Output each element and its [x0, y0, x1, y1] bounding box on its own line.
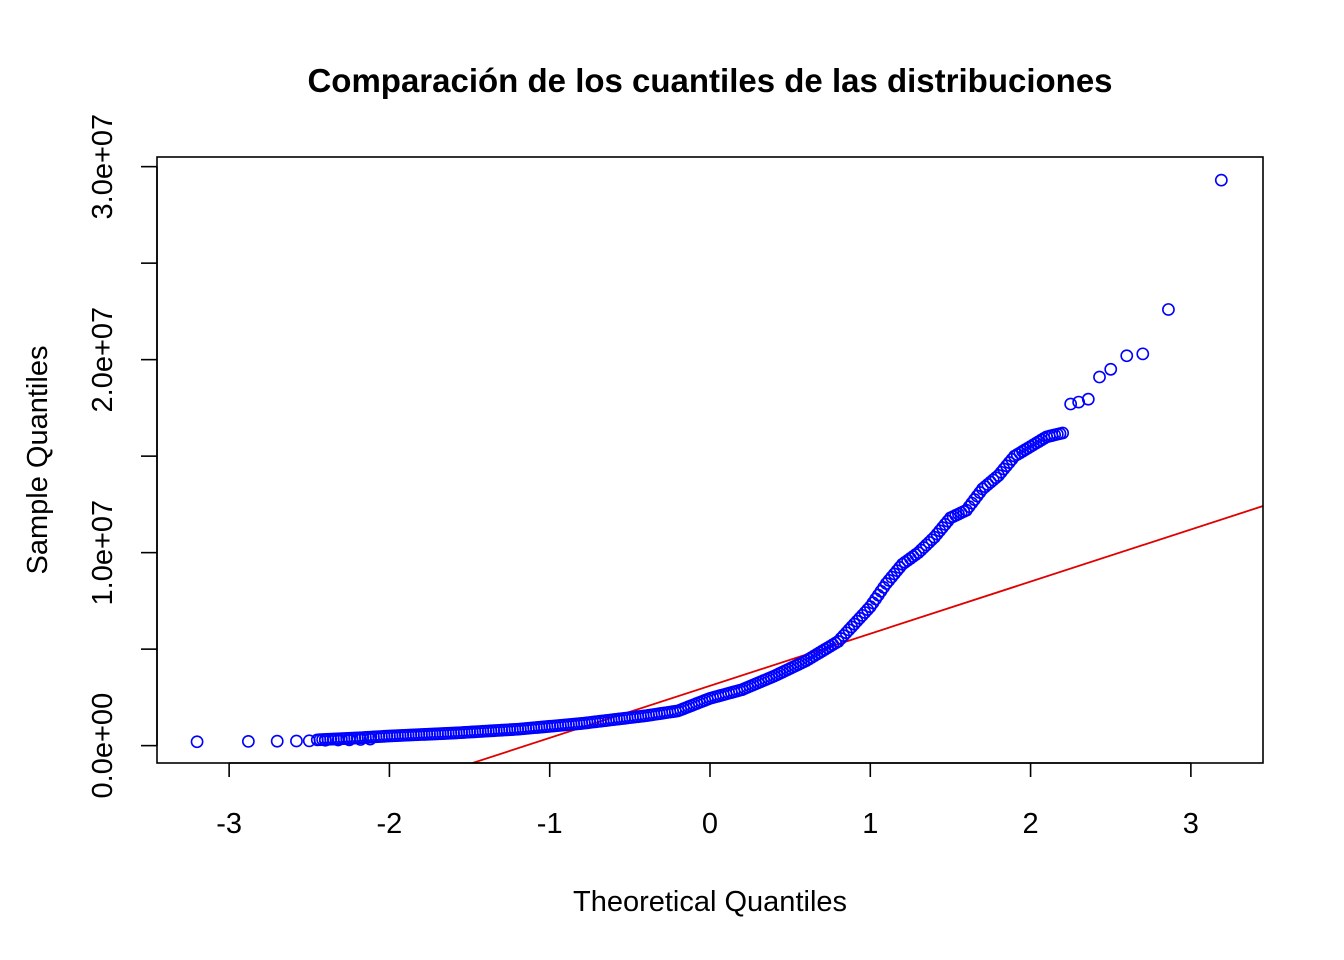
x-tick-label: 1 [862, 808, 878, 840]
data-point [1214, 173, 1228, 187]
y-tick-label: 3.0e+07 [87, 114, 119, 220]
data-point [1120, 349, 1134, 363]
data-point [270, 734, 284, 748]
data-point [190, 735, 204, 749]
data-point [1056, 426, 1070, 440]
data-point [290, 734, 303, 748]
y-tick-label: 2.0e+07 [87, 307, 119, 413]
data-point [1064, 397, 1078, 411]
data-point [354, 733, 367, 746]
plot-frame [156, 156, 1264, 764]
data-point [1162, 303, 1175, 316]
data-point [302, 734, 316, 748]
data-point [1136, 347, 1150, 361]
y-tick-label: 0.0e+00 [87, 693, 119, 799]
data-point [871, 588, 885, 602]
qq-reference-line [469, 505, 1263, 763]
y-axis: 0.0e+00 1.0e+07 2.0e+07 3.0e+07 [87, 114, 158, 799]
data-point [1081, 392, 1095, 406]
x-axis: -3 -2 -1 0 1 2 3 [216, 762, 1199, 840]
data-point [318, 733, 332, 747]
x-tick-label: 3 [1183, 808, 1199, 840]
x-axis-label: Theoretical Quantiles [573, 886, 847, 918]
chart-title: Comparación de los cuantiles de las dist… [307, 62, 1112, 99]
data-point [363, 732, 377, 746]
x-tick-label: -2 [377, 808, 403, 840]
x-tick-label: 0 [702, 808, 718, 840]
data-point [241, 734, 255, 748]
x-tick-label: 2 [1023, 808, 1039, 840]
y-tick-label: 1.0e+07 [87, 500, 119, 606]
x-tick-label: -1 [537, 808, 563, 840]
data-point [1104, 362, 1118, 376]
reference-line-layer [469, 505, 1263, 763]
data-point [1093, 370, 1106, 384]
points-layer [190, 173, 1228, 749]
data-point [869, 592, 883, 606]
y-axis-label: Sample Quantiles [22, 346, 54, 575]
x-tick-label: -3 [216, 808, 242, 840]
data-point [874, 584, 888, 598]
